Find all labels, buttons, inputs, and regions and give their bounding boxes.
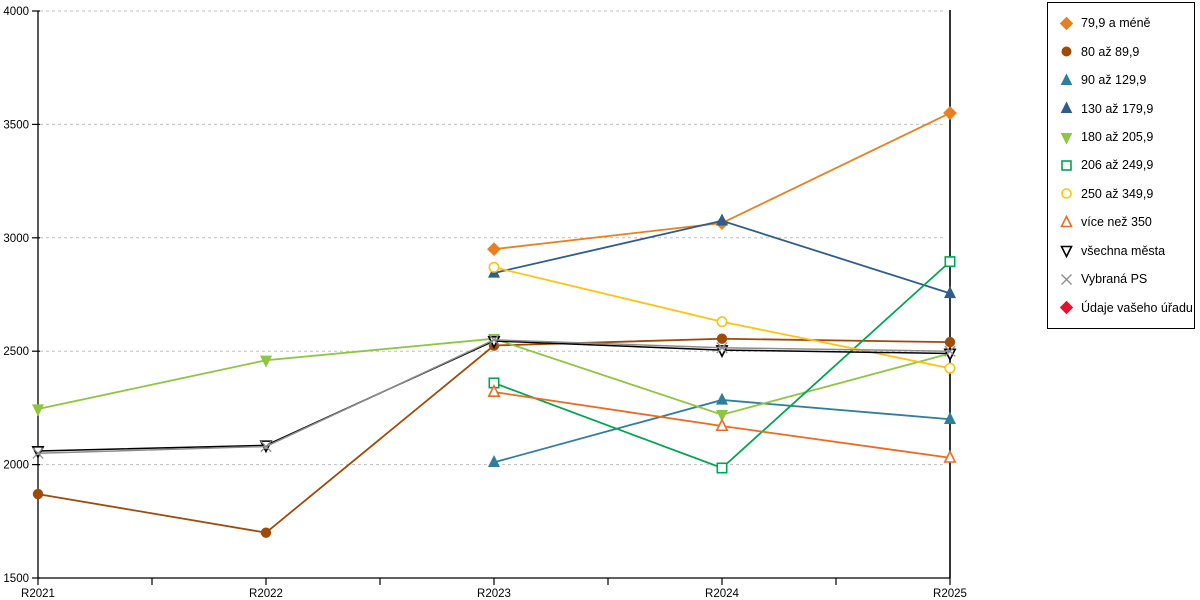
legend-triangle-down-icon — [1060, 246, 1073, 259]
marker-circle — [1061, 46, 1072, 57]
legend-label: 130 až 179,9 — [1081, 101, 1154, 116]
legend-label: 90 až 129,9 — [1081, 73, 1147, 88]
marker-triangle-up — [1060, 214, 1073, 228]
legend-item: Údaje vašeho úřadu — [1059, 296, 1194, 320]
marker-x — [944, 345, 956, 357]
marker-x — [32, 447, 44, 459]
marker-square — [1061, 160, 1072, 171]
marker-circle — [716, 333, 728, 344]
legend-label: více než 350 — [1081, 215, 1152, 230]
series-line — [493, 219, 951, 295]
legend-item: 90 až 129,9 — [1059, 68, 1194, 92]
marker-x — [488, 334, 500, 346]
legend-diamond-icon — [1059, 301, 1074, 315]
marker-x — [260, 440, 272, 453]
x-tick-label: R2023 — [477, 588, 511, 600]
marker-circle — [32, 488, 44, 500]
legend-label: 180 až 205,9 — [1081, 130, 1154, 145]
legend-triangle-down-icon — [1060, 132, 1073, 145]
legend-triangle-up-icon — [1060, 101, 1073, 114]
x-tick-label: R2024 — [705, 588, 739, 600]
marker-triangle-down — [259, 355, 273, 368]
marker-diamond — [1059, 16, 1074, 30]
legend-label: všechna města — [1081, 243, 1166, 258]
legend-circle-icon — [1061, 188, 1072, 200]
legend-item: všechna města — [1059, 239, 1194, 263]
marker-triangle-up — [715, 392, 729, 405]
legend-item: 250 až 349,9 — [1059, 182, 1194, 206]
series-line — [37, 337, 951, 534]
y-tick-label: 3000 — [3, 233, 29, 245]
marker-x — [1061, 273, 1072, 285]
y-tick-label: 4000 — [3, 6, 29, 18]
legend-label: 79,9 a méně — [1081, 16, 1151, 31]
marker-diamond — [1059, 301, 1074, 315]
marker-triangle-up — [715, 213, 729, 226]
marker-square — [716, 462, 728, 474]
marker-circle — [944, 336, 956, 348]
legend-x-icon — [1061, 273, 1072, 285]
y-tick-label: 2500 — [3, 346, 29, 358]
marker-triangle-up — [487, 384, 501, 398]
legend-item: Vybraná PS — [1059, 267, 1194, 291]
x-tick-label: R2021 — [21, 588, 55, 600]
marker-circle — [488, 261, 500, 273]
marker-x — [716, 342, 728, 354]
y-tick-label: 1500 — [3, 573, 29, 585]
legend-label: 250 až 349,9 — [1081, 186, 1154, 201]
legend-item: 80 až 89,9 — [1059, 40, 1194, 64]
x-tick-label: R2022 — [249, 588, 283, 600]
legend-triangle-up-icon — [1060, 214, 1073, 228]
legend-label: 80 až 89,9 — [1081, 44, 1140, 59]
legend-item: 206 až 249,9 — [1059, 153, 1194, 177]
marker-triangle-down — [31, 445, 45, 459]
legend-label: Údaje vašeho úřadu — [1081, 300, 1193, 315]
x-tick-label: R2025 — [933, 588, 967, 600]
marker-triangle-down — [715, 410, 729, 423]
y-tick-label: 3500 — [3, 119, 29, 131]
legend-square-icon — [1061, 160, 1072, 171]
legend-triangle-up-icon — [1060, 73, 1073, 85]
legend-item: 180 až 205,9 — [1059, 125, 1194, 149]
marker-triangle-up — [943, 449, 957, 463]
marker-triangle-down — [1060, 132, 1073, 145]
legend-item: více než 350 — [1059, 210, 1194, 234]
marker-triangle-up — [1060, 101, 1073, 114]
marker-triangle-up — [943, 411, 957, 424]
marker-circle — [260, 527, 272, 538]
marker-circle — [944, 362, 956, 374]
marker-triangle-up — [487, 455, 501, 468]
legend-diamond-icon — [1059, 16, 1074, 30]
marker-triangle-up — [715, 418, 729, 432]
marker-triangle-up — [1060, 73, 1073, 85]
marker-triangle-up — [943, 286, 957, 299]
legend-label: 206 až 249,9 — [1081, 158, 1154, 173]
legend-circle-icon — [1061, 46, 1072, 57]
legend-item: 79,9 a méně — [1059, 11, 1194, 35]
marker-diamond — [487, 242, 501, 257]
marker-circle — [1061, 188, 1072, 200]
chart-legend: 79,9 a méně 80 až 89,9 90 až 129,9 130 až 1… — [1047, 2, 1195, 329]
marker-diamond — [943, 106, 957, 120]
marker-square — [944, 256, 956, 268]
legend-item: 130 až 179,9 — [1059, 97, 1194, 121]
marker-triangle-down — [1060, 246, 1073, 259]
legend-label: Vybraná PS — [1081, 272, 1148, 287]
marker-triangle-down — [31, 404, 45, 417]
y-tick-label: 2000 — [3, 460, 29, 472]
series-line — [493, 260, 951, 470]
marker-circle — [716, 316, 728, 328]
